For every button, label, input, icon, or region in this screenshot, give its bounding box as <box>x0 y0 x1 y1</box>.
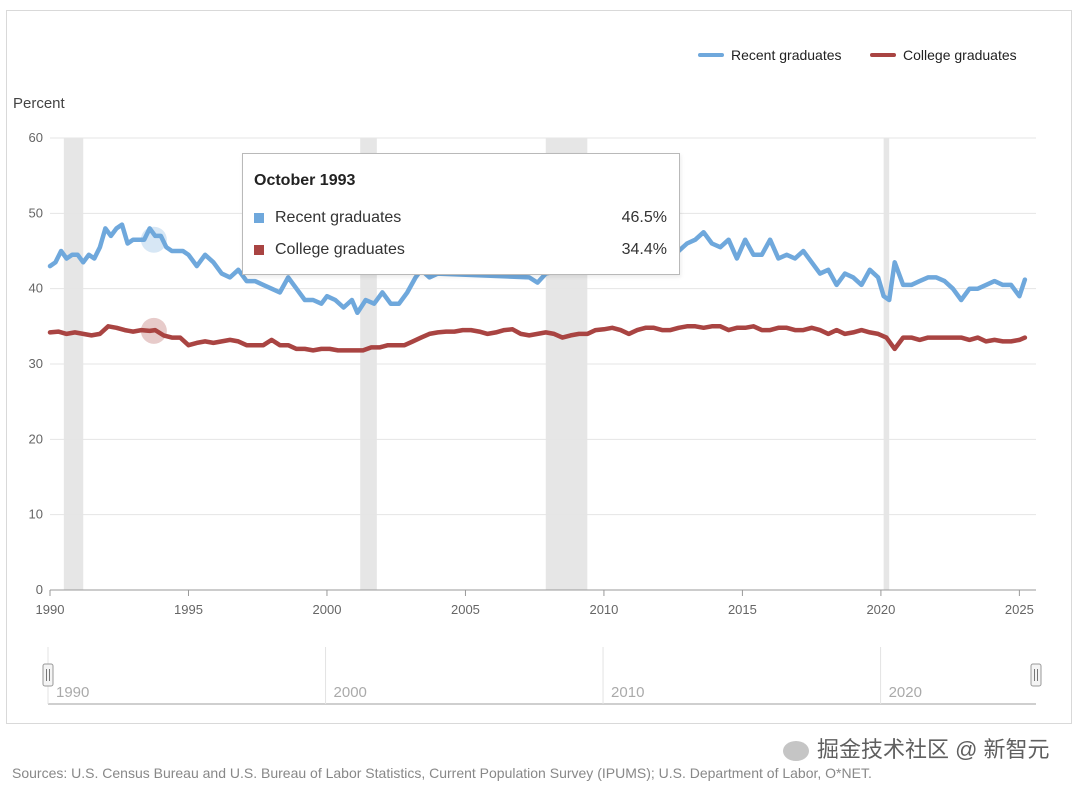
tooltip-swatch-recent <box>254 213 264 223</box>
x-tick-label: 1995 <box>174 602 203 617</box>
x-axis: 1990 1995 2000 2005 2010 2015 2020 2025 <box>36 590 1034 617</box>
series-lines <box>47 222 1028 353</box>
legend-label[interactable]: College graduates <box>903 47 1017 63</box>
hover-marker <box>140 317 167 344</box>
legend-item[interactable]: Recent graduates <box>698 47 842 63</box>
y-axis-title: Percent <box>13 95 66 112</box>
y-axis: Percent 0 10 20 30 40 50 60 <box>13 95 66 597</box>
handle-body[interactable] <box>42 663 54 687</box>
y-tick-label: 60 <box>29 130 43 145</box>
y-tick-label: 30 <box>29 356 43 371</box>
series-line-college-graduates <box>47 324 1028 353</box>
handle-body[interactable] <box>1030 663 1042 687</box>
tooltip-swatch-college <box>254 245 264 255</box>
source-note: Sources: U.S. Census Bureau and U.S. Bur… <box>12 765 872 781</box>
y-tick-label: 20 <box>29 431 43 446</box>
watermark-text: 掘金技术社区 @ 新智元 <box>817 737 1050 762</box>
x-tick-label: 2000 <box>313 602 342 617</box>
navigator-label: 2020 <box>889 684 922 701</box>
y-tick-label: 50 <box>29 205 43 220</box>
range-navigator[interactable]: 1990 2000 2010 2020 <box>42 647 1042 705</box>
legend-item[interactable]: College graduates <box>870 47 1017 63</box>
x-tick-label: 2020 <box>866 602 895 617</box>
tooltip-series-name: Recent graduates <box>275 209 402 226</box>
x-tick-label: 2010 <box>589 602 618 617</box>
tooltip-series-value: 34.4% <box>621 241 667 258</box>
tooltip-series-name: College graduates <box>275 241 405 258</box>
legend-label[interactable]: Recent graduates <box>731 47 842 63</box>
tooltip-series-value: 46.5% <box>621 209 667 226</box>
wechat-icon <box>783 741 809 762</box>
y-tick-label: 40 <box>29 281 43 296</box>
y-tick-label: 10 <box>29 507 43 522</box>
hover-marker <box>140 226 167 253</box>
navigator-left-handle[interactable] <box>42 663 54 687</box>
y-tick-label: 0 <box>36 582 43 597</box>
navigator-right-handle[interactable] <box>1030 663 1042 687</box>
tooltip-title: October 1993 <box>254 172 356 189</box>
navigator-label: 1990 <box>56 684 89 701</box>
navigator-label: 2010 <box>611 684 644 701</box>
legend[interactable]: Recent graduates College graduates <box>698 47 1017 63</box>
watermark: 掘金技术社区 @ 新智元 <box>783 732 1050 764</box>
tooltip-row: College graduates 34.4% <box>254 241 667 261</box>
x-tick-label: 2015 <box>728 602 757 617</box>
x-tick-label: 2005 <box>451 602 480 617</box>
series-line-recent-graduates <box>47 222 1028 316</box>
x-tick-label: 1990 <box>36 602 65 617</box>
navigator-label: 2000 <box>334 684 367 701</box>
chart-frame <box>6 10 1072 724</box>
tooltip: October 1993 Recent graduates 46.5% Coll… <box>242 153 680 275</box>
tooltip-row: Recent graduates 46.5% <box>254 209 667 229</box>
x-tick-label: 2025 <box>1005 602 1034 617</box>
